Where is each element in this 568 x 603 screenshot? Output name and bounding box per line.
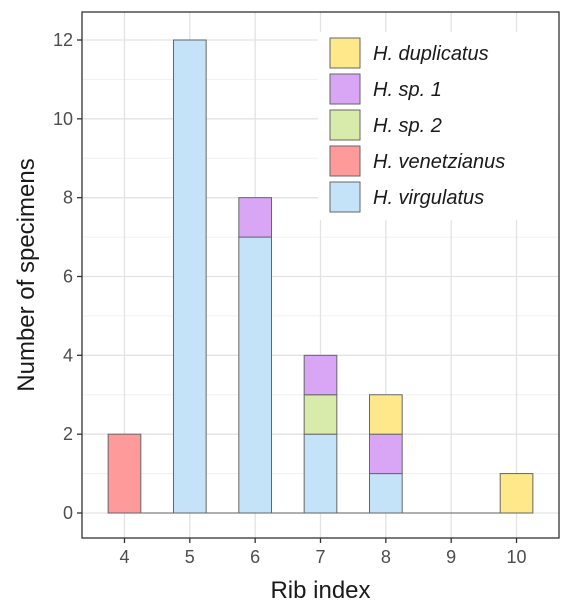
y-axis-title: Number of specimens xyxy=(13,158,40,391)
bar-segment xyxy=(172,39,207,514)
bar-segment xyxy=(238,197,272,238)
legend-swatch xyxy=(329,109,361,141)
x-tick-label: 8 xyxy=(381,547,391,567)
legend-swatch xyxy=(329,37,361,69)
x-tick-label: 4 xyxy=(119,547,129,567)
y-tick-label: 2 xyxy=(63,424,73,444)
legend-swatch xyxy=(329,145,361,177)
x-tick-label: 9 xyxy=(446,547,456,567)
legend-label: H. sp. 1 xyxy=(373,79,442,101)
legend-label: H. virgulatus xyxy=(373,187,484,209)
bar-segment xyxy=(303,394,338,435)
x-tick-label: 5 xyxy=(185,547,195,567)
y-tick-label: 0 xyxy=(63,503,73,523)
bar-segment xyxy=(369,394,403,435)
bar-segment xyxy=(369,433,403,475)
x-tick-label: 7 xyxy=(315,547,325,567)
y-tick-label: 6 xyxy=(63,267,73,287)
x-tick-label: 6 xyxy=(250,547,260,567)
legend-swatch xyxy=(329,73,361,105)
bar-segment xyxy=(499,473,534,514)
legend-label: H. venetzianus xyxy=(373,151,505,173)
bar-segment xyxy=(303,433,338,514)
y-tick-label: 8 xyxy=(63,188,73,208)
legend-label: H. sp. 2 xyxy=(373,115,442,137)
bar-segment xyxy=(238,236,272,514)
x-axis-title: Rib index xyxy=(270,577,370,603)
y-tick-label: 12 xyxy=(53,30,73,50)
y-tick-label: 4 xyxy=(63,345,73,365)
legend-label: H. duplicatus xyxy=(373,43,489,65)
legend-swatch xyxy=(329,181,361,213)
bar-segment xyxy=(303,354,338,396)
y-tick-label: 10 xyxy=(53,109,73,129)
bar-segment xyxy=(369,473,403,514)
x-tick-label: 10 xyxy=(507,547,527,567)
bar-segment xyxy=(107,433,142,514)
